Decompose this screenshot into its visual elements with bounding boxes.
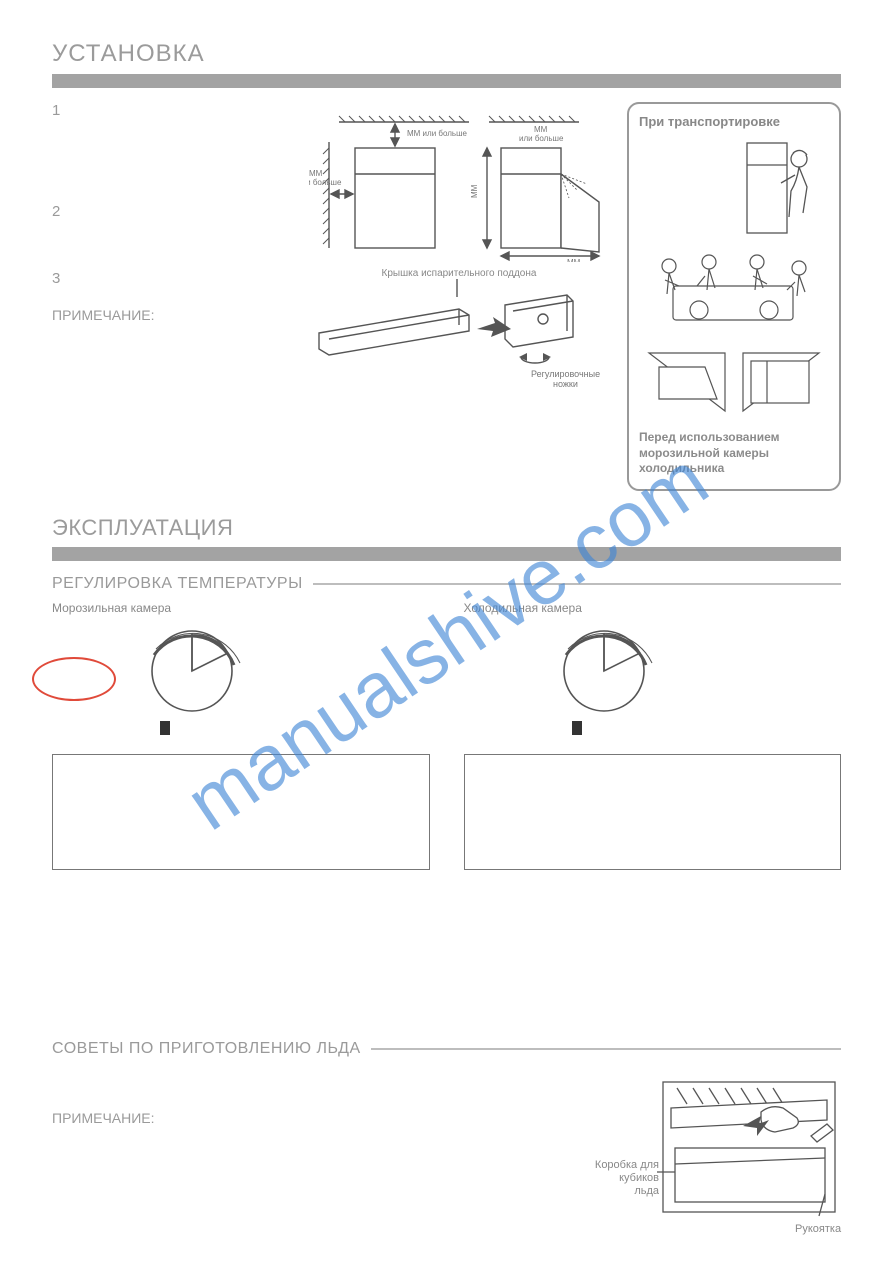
temp-rule <box>313 583 841 585</box>
transport-group-illustration <box>639 250 829 340</box>
freezer-col: Морозильная камера <box>52 601 430 870</box>
fridge-box <box>464 754 842 870</box>
red-circle-annotation <box>32 657 116 701</box>
transport-bottom-text: Перед использованием морозильной камеры … <box>639 430 829 477</box>
label-mm-side-2: или больше <box>309 178 342 187</box>
install-step-2: 2 <box>52 203 291 220</box>
heading-operation: ЭКСПЛУАТАЦИЯ <box>52 515 841 541</box>
heading-ice-tips: СОВЕТЫ ПО ПРИГОТОВЛЕНИЮ ЛЬДА <box>52 1040 361 1058</box>
install-step-3: 3 <box>52 270 291 287</box>
install-diagram-area: ММ или больше ММ или больше ММ или больш… <box>309 102 609 491</box>
rule-operation <box>52 547 841 561</box>
cover-label: Крышка испарительного поддона <box>309 268 609 279</box>
ice-diagram-area: Коробка длякубиков льда Рукоятка <box>611 1076 841 1231</box>
label-mm-horiz: ММ <box>567 258 581 262</box>
transport-tilt-illustration <box>639 343 829 421</box>
freezer-label: Морозильная камера <box>52 601 430 615</box>
ice-note: ПРИМЕЧАНИЕ: <box>52 1110 599 1126</box>
label-mm-vert: ММ <box>470 184 479 198</box>
ice-handle-label: Рукоятка <box>795 1223 841 1235</box>
install-step-1: 1 <box>52 102 291 119</box>
ice-box-label: Коробка длякубиков льда <box>593 1159 659 1199</box>
transport-carry-illustration <box>639 137 829 247</box>
feet-label-2: ножки <box>553 379 578 389</box>
fridge-bar-icon <box>572 721 582 735</box>
rule-install <box>52 74 841 88</box>
fridge-dial <box>464 625 684 735</box>
ice-rule <box>371 1048 841 1050</box>
feet-label-1: Регулировочные <box>531 369 600 379</box>
freezer-box <box>52 754 430 870</box>
fridge-col: Холодильная камера <box>464 601 842 870</box>
freezer-bar-icon <box>160 721 170 735</box>
label-mm-r2: или больше <box>519 134 564 143</box>
fridge-label: Холодильная камера <box>464 601 842 615</box>
install-left-col: 1 2 3 ПРИМЕЧАНИЕ: <box>52 102 291 491</box>
transport-box: При транспортировке <box>627 102 841 491</box>
heading-install: УСТАНОВКА <box>52 40 841 68</box>
label-mm-side-1: ММ <box>309 169 323 178</box>
label-mm-r1: ММ <box>534 125 548 134</box>
transport-title: При транспортировке <box>639 114 829 129</box>
install-note: ПРИМЕЧАНИЕ: <box>52 307 291 323</box>
ice-diagram <box>611 1076 841 1226</box>
label-mm-top: ММ или больше <box>407 129 467 138</box>
clearance-diagram: ММ или больше ММ или больше ММ или больш… <box>309 102 609 262</box>
heading-temp-adjust: РЕГУЛИРОВКА ТЕМПЕРАТУРЫ <box>52 575 303 593</box>
tray-diagram: Регулировочные ножки <box>309 279 609 389</box>
